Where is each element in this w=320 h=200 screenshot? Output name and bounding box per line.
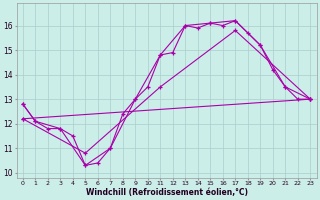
- X-axis label: Windchill (Refroidissement éolien,°C): Windchill (Refroidissement éolien,°C): [85, 188, 248, 197]
